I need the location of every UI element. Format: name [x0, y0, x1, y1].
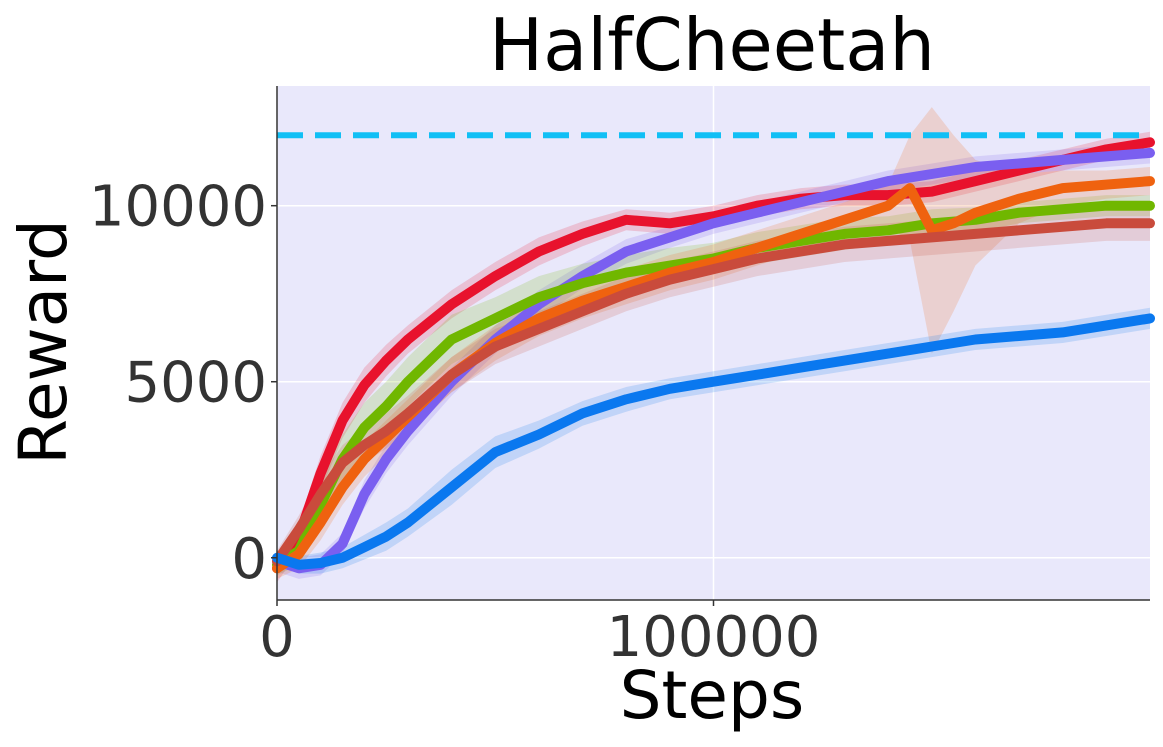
- x-tick-labels: 0 100000: [259, 600, 820, 670]
- y-tick-label: 0: [231, 527, 267, 592]
- series-blue-line: [272, 313, 1155, 570]
- series-brown-line: [272, 218, 1155, 567]
- y-axis-label: Reward: [5, 219, 82, 465]
- series-orange-line: [272, 176, 1155, 574]
- x-axis-label: Steps: [620, 657, 805, 734]
- series-lines: [272, 137, 1155, 574]
- series-red-line: [272, 137, 1155, 574]
- y-tick-label: 10000: [89, 175, 267, 240]
- series-green-line: [272, 200, 1155, 570]
- chart-title: HalfCheetah: [489, 3, 935, 87]
- y-tick-labels: 0 5000 10000: [89, 175, 277, 592]
- y-tick-label: 5000: [124, 351, 267, 416]
- x-tick-label: 100000: [607, 605, 821, 670]
- series-purple-band: [277, 142, 1150, 579]
- series-purple-line: [272, 147, 1155, 574]
- x-tick-label: 0: [259, 605, 295, 670]
